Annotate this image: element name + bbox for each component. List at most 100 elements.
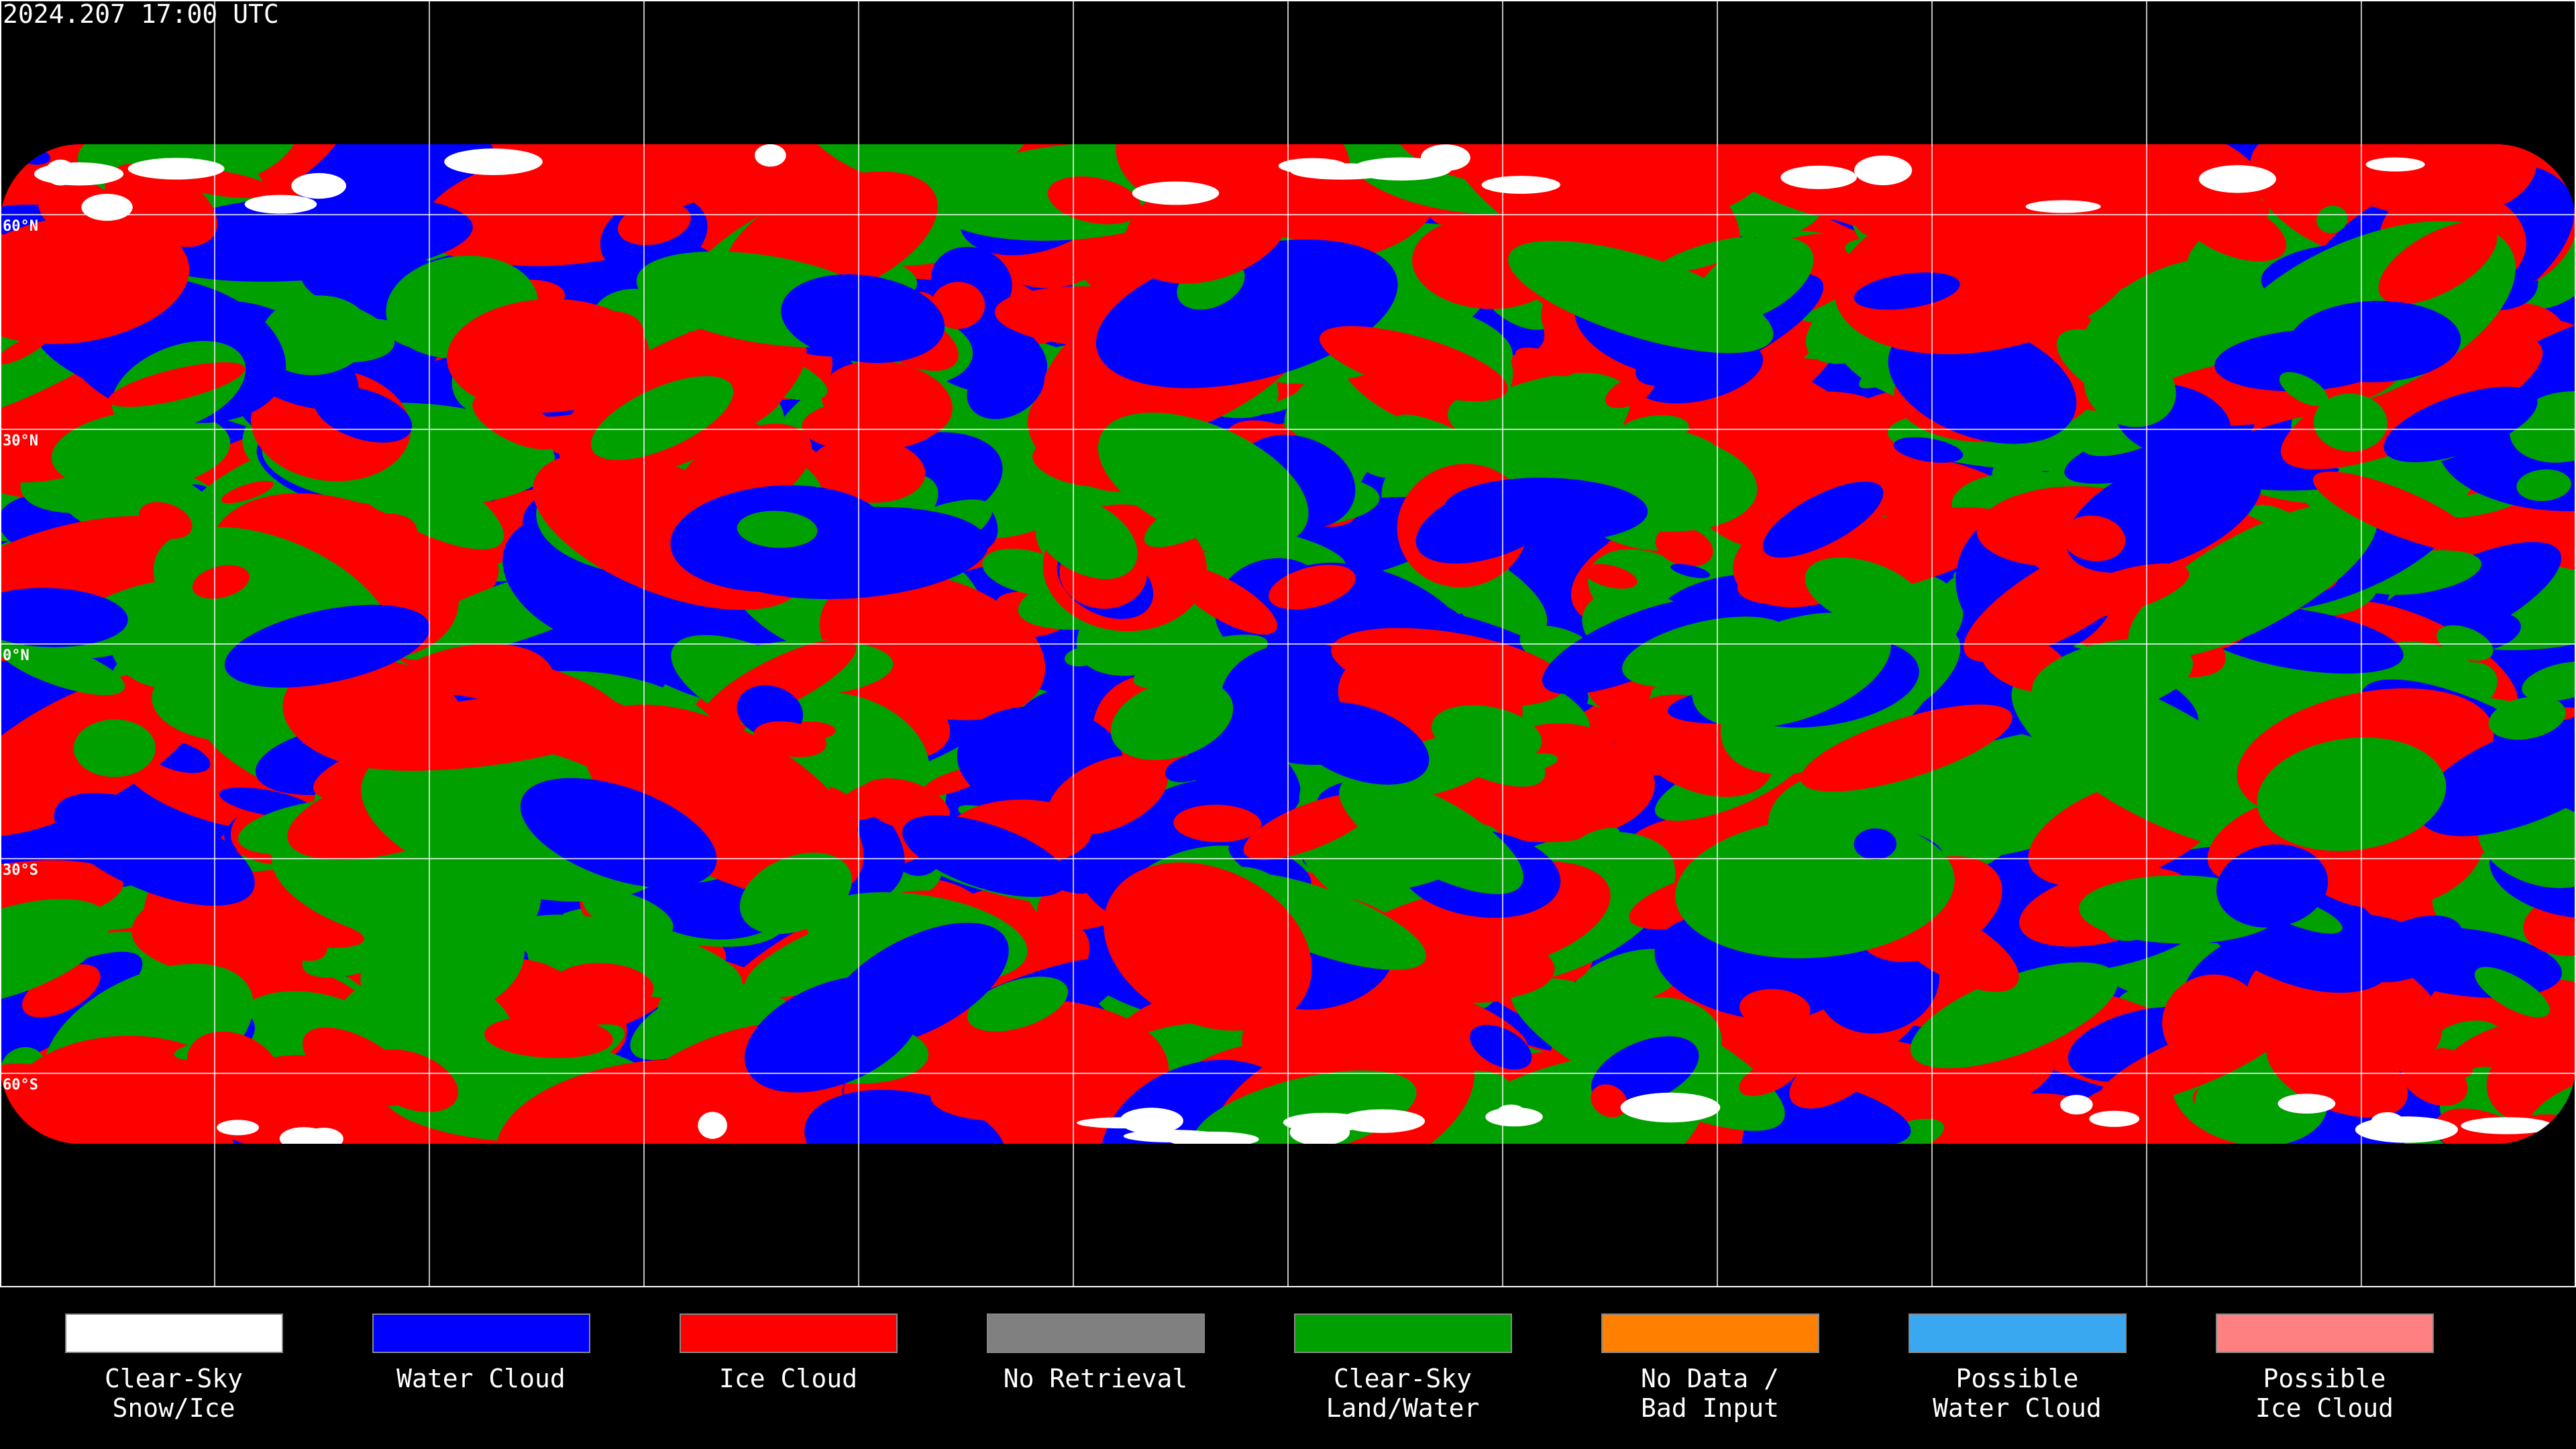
cloud-patch [2257,737,2447,851]
cloud-patch [358,847,541,961]
cloud-patch [2474,967,2550,1018]
cloud-patch [1951,144,2151,229]
legend-label: Clear-Sky [1334,1364,1472,1393]
snow-patch [2025,200,2101,213]
snow-patch [2060,1095,2093,1115]
snow-patch [1289,1119,1350,1144]
cloud-patch [2279,372,2328,407]
cloud-patch [2378,221,2498,305]
cloud-patch [1805,557,1926,629]
cloud-patch [186,1031,282,1108]
cloud-patch [1396,414,1499,469]
cloud-patch [2510,391,2576,463]
cloud-patch [1739,1058,1800,1096]
cloud-patch [2128,502,2377,659]
cloud-patch [282,658,464,769]
legend-label: Ice Cloud [719,1364,857,1393]
cloud-patch [1655,526,1713,567]
cloud-patch [1319,326,1508,402]
cloud-patch [0,659,67,716]
cloud-patch [1097,413,1309,549]
cloud-patch [108,362,246,407]
cloud-patch [1893,437,1964,463]
cloud-patch [2522,661,2576,702]
map-frame [0,0,2576,1287]
cloud-patch [1657,237,1758,273]
legend-swatch [372,1313,590,1353]
cloud-patch [1605,376,1655,409]
legend-label: Possible [2263,1364,2385,1393]
cloud-patch [2436,625,2493,661]
cloud-patch [1144,480,1256,547]
cloud-patch [1444,478,1648,543]
cloud-patch [1801,704,2012,792]
legend-label: Ice Cloud [2255,1393,2394,1423]
cloud-patch [1470,1024,1532,1070]
cloud-patch [192,565,250,599]
legend-swatch [1909,1313,2127,1353]
cloud-patch [73,719,156,777]
cloud-patch [967,976,1069,1032]
cloud-patch [1173,566,1277,635]
cloud-patch [302,1027,415,1106]
cloud-patch [2312,471,2479,551]
snow-patch [244,195,317,214]
cloud-patch [54,793,255,906]
cloud-patch [51,410,231,491]
cloud-patch [2431,1048,2473,1078]
cloud-patch [2162,974,2264,1070]
timestamp: 2024.207 17:00 UTC [3,0,279,29]
cloud-patch [237,913,364,948]
cloud-patch [224,604,430,688]
cloud-patch [1034,497,1138,580]
cloud-patch [821,360,953,443]
legend-label: No Retrieval [1004,1364,1188,1393]
snow-patch [2461,1117,2553,1134]
cloud-patch [7,1036,241,1144]
legend-label: Clear-Sky [105,1364,243,1393]
cloud-patch [1859,405,1902,419]
cloud-patch [2316,205,2348,233]
cloud-patch [1583,564,1638,589]
cloud-patch [1617,415,1689,446]
snow-patch [1077,1117,1173,1129]
cloud-patch [1670,564,1711,578]
cloud-patch [1992,456,2043,488]
cloud-patch [1910,962,2118,1069]
snow-patch [1620,1092,1721,1123]
cloud-patch [1576,827,1619,847]
cloud-patch [260,295,371,376]
legend-label: Possible [1955,1364,2078,1393]
snow-patch [1481,176,1560,194]
snow-patch [1485,1107,1543,1127]
latitude-label: 30°S [3,862,38,879]
cloud-patch [1269,564,1356,610]
legend-label: Bad Input [1641,1393,1779,1423]
cloud-patch [1854,272,1960,310]
snow-patch [1854,155,1913,185]
cloud-patch [1173,804,1262,843]
cloud-patch [659,1081,781,1142]
cloud-patch [511,914,743,1000]
cloud-patch [1622,616,1790,688]
legend-swatch [2216,1313,2434,1353]
snow-patch [1132,181,1220,205]
cloud-patch [1695,237,1814,323]
snow-patch [754,144,786,167]
snow-patch [1780,165,1857,189]
cloud-patch [1985,1093,2133,1144]
cloud-patch [638,144,721,174]
cloud-patch [1291,702,1430,785]
cloud-patch [1508,240,1774,354]
snow-patch [1351,157,1452,181]
snow-patch [2198,165,2276,193]
snow-patch [291,172,347,199]
cloud-patch [804,1089,1007,1144]
cloud-patch [0,899,111,1007]
cloud-patch [617,202,691,246]
cloud-patch [1854,828,1897,860]
cloud-patch [1739,989,1811,1028]
cloud-patch [582,890,674,938]
